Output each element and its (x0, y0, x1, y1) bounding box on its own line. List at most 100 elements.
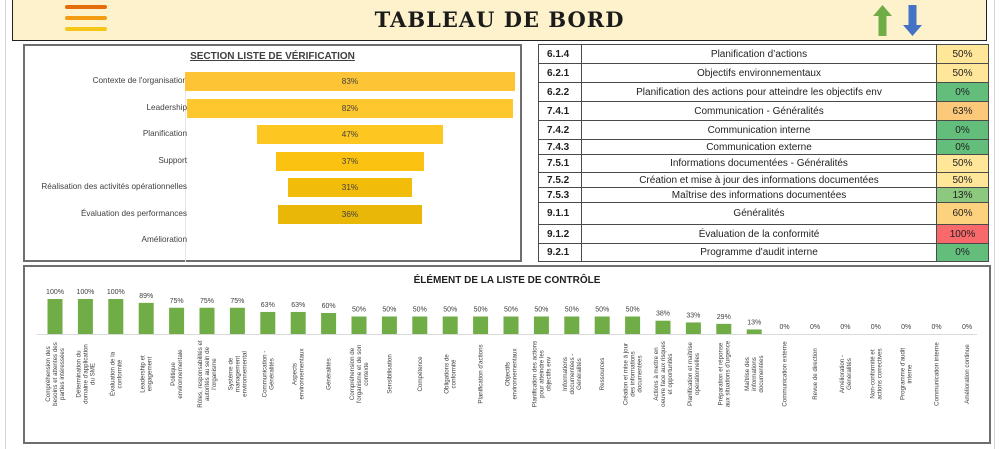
category-label-line: pour atteindre les (538, 350, 545, 398)
clause-code: 7.5.3 (538, 187, 582, 203)
category-label-line: management (234, 356, 241, 392)
bar (412, 316, 428, 334)
table-row: 9.2.1 Programme d'audit interne 0% (538, 243, 989, 262)
bar-value-label: 60% (322, 303, 336, 310)
clause-score: 50% (936, 154, 989, 173)
category-label-line: et opportunités (667, 354, 674, 395)
sheet-gridline (994, 0, 995, 449)
bar-value-label: 50% (504, 307, 518, 314)
funnel-bar: 47% (256, 125, 444, 144)
arrow-down-icon[interactable] (903, 5, 922, 36)
category-label-line: actions correctives (876, 348, 883, 399)
category-label: Communication externe (782, 341, 789, 407)
funnel-bar-value: 36% (341, 209, 359, 219)
funnel-category-label: Support (158, 155, 187, 165)
category-label-line: des informations (630, 351, 637, 396)
clause-label: Création et mise à jour des informations… (581, 172, 937, 188)
bar-value-label: 0% (932, 324, 942, 331)
clause-score: 63% (936, 101, 989, 121)
bar-value-label: 100% (46, 289, 64, 296)
funnel-title: SECTION LISTE DE VÉRIFICATION (190, 51, 355, 62)
category-label-line: besoins et attentes des (52, 342, 59, 406)
category-label: Non-conformité etactions correctives (869, 348, 883, 399)
bar-value-label: 0% (901, 324, 911, 331)
category-label-line: oeuvre face aux risques (660, 341, 667, 407)
category-label-line: Leadership et (140, 355, 147, 393)
category-label-line: Généralités (326, 358, 333, 390)
category-label-line: opérationnelles (694, 353, 701, 395)
bar (594, 316, 610, 334)
bar (169, 307, 185, 334)
bar-value-label: 50% (534, 307, 548, 314)
bar-value-label: 50% (595, 307, 609, 314)
funnel-bar-value: 82% (341, 103, 359, 113)
bar-value-label: 0% (871, 324, 881, 331)
table-row: 7.5.2 Création et mise à jour des informa… (538, 172, 989, 188)
bar-value-label: 50% (565, 307, 579, 314)
clause-code: 6.2.2 (538, 82, 582, 102)
category-label-line: environnementale (177, 349, 184, 399)
bar-value-label: 38% (656, 311, 670, 318)
category-label-line: Aspects (292, 363, 299, 385)
clause-code: 9.1.1 (538, 202, 582, 225)
table-row: 6.2.1 Objectifs environnementaux 50% (538, 63, 989, 83)
clause-label: Généralités (581, 202, 937, 225)
bar (108, 299, 124, 334)
funnel-category-label: Planification (142, 129, 187, 138)
category-label: Amélioration continue (964, 344, 971, 404)
bar (503, 316, 519, 334)
table-row: 6.1.4 Planification d’actions 50% (538, 44, 989, 64)
category-label-line: Communication - (261, 351, 268, 398)
category-label: Politiqueenvironnementale (170, 349, 184, 399)
category-label-line: domaine d'application (82, 344, 89, 404)
category-label-line: Création et mise à jour (623, 343, 630, 405)
table-row: 6.2.2 Planification des actions pour atte… (538, 82, 989, 102)
category-label-line: Actions à mettre en (653, 347, 660, 401)
bar-value-label: 0% (962, 324, 972, 331)
category-label-line: Rôles, responsabilités et (197, 340, 204, 408)
category-label: Compréhension desbesoins et attentes des… (45, 342, 66, 406)
category-label: Communication interne (934, 342, 941, 406)
clause-code: 7.4.2 (538, 120, 582, 140)
bar-value-label: 75% (230, 298, 244, 305)
clause-score: 50% (936, 172, 989, 188)
category-label: Compétence (417, 356, 424, 392)
table-row: 9.1.1 Généralités 60% (538, 202, 989, 225)
bar-value-label: 63% (291, 302, 305, 309)
category-label-line: environnementaux (299, 348, 306, 400)
bar-value-label: 75% (200, 298, 214, 305)
category-label-line: Communication interne (934, 342, 941, 406)
funnel-axis (185, 72, 186, 262)
hamburger-menu-icon[interactable] (65, 5, 107, 33)
category-label-line: Maîtrise des (744, 357, 751, 391)
funnel-category-label: Leadership (146, 102, 187, 112)
category-label-line: environnementaux (512, 348, 519, 400)
bar-value-label: 89% (139, 293, 153, 300)
funnel-bar: 36% (278, 204, 422, 224)
category-label-line: Planification des actions (531, 341, 538, 407)
funnel-bar: 83% (185, 72, 515, 91)
clause-score: 0% (936, 82, 989, 102)
clause-code: 7.4.3 (538, 139, 582, 155)
category-label-line: du SME (89, 363, 96, 385)
arrow-up-icon[interactable] (873, 5, 892, 36)
clause-code: 9.1.2 (538, 224, 582, 244)
category-label-line: autorités au sein de (204, 346, 211, 401)
category-label-line: documentées - (569, 354, 576, 395)
funnel-bar-value: 83% (341, 77, 359, 86)
bar-value-label: 75% (170, 298, 184, 305)
category-label: Planification d'actions (478, 344, 485, 403)
clause-score: 100% (936, 224, 989, 244)
table-row: 7.4.3 Communication externe 0% (538, 139, 989, 155)
table-row: 7.4.1 Communication - Généralités 63% (538, 101, 989, 121)
category-label-line: conformité (116, 359, 123, 388)
category-label-line: Amélioration continue (964, 344, 971, 404)
bar (655, 320, 671, 334)
category-label-line: l'organisme et de son (356, 344, 363, 403)
checklist-section-funnel-chart: SECTION LISTE DE VÉRIFICATION Contexte d… (23, 44, 522, 262)
bar (77, 299, 93, 334)
category-label-line: Amélioration - (839, 355, 846, 393)
category-label: Actions à mettre enoeuvre face aux risqu… (653, 341, 674, 407)
category-label-line: environnemental (241, 351, 248, 397)
category-label: Leadership etengagement (140, 355, 154, 393)
